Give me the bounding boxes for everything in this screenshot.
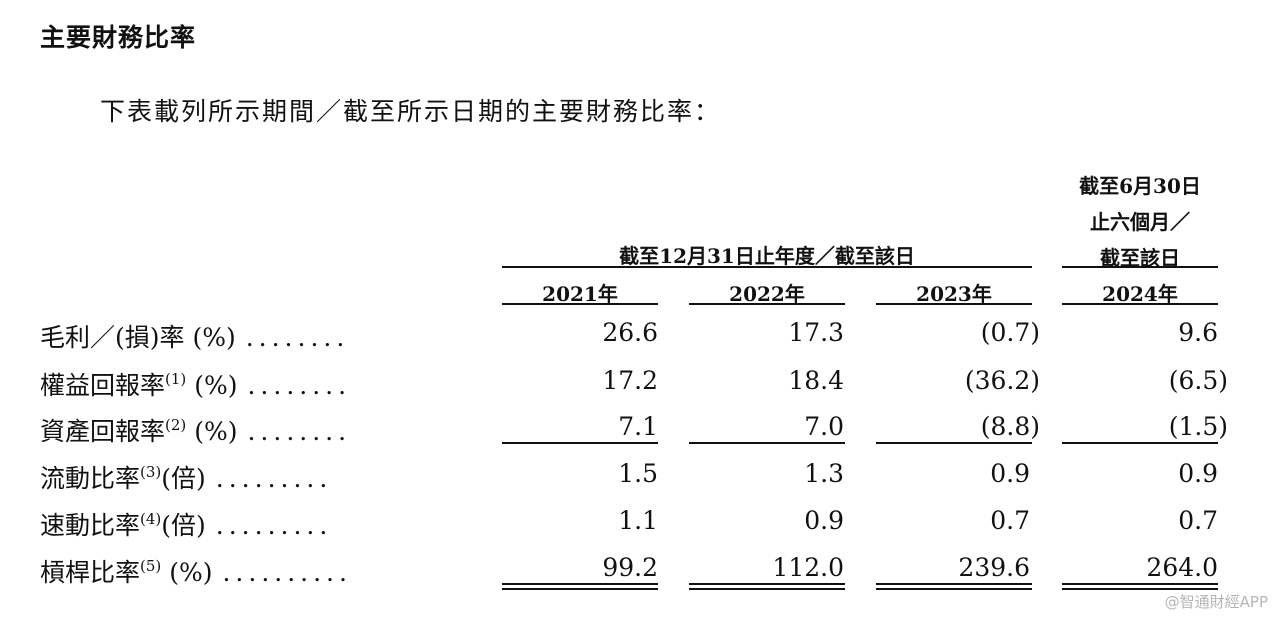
total-double-rule (502, 588, 658, 590)
footnote-ref: (5) (140, 557, 162, 575)
table-cell: (36.2) (964, 366, 1040, 395)
table-cell: 1.1 (618, 506, 658, 535)
table-cell: 1.5 (618, 459, 658, 488)
table-cell: 239.6 (958, 553, 1030, 582)
row-label-unit: (%) (186, 371, 238, 400)
year-rule (689, 303, 845, 305)
row-label-unit: (%) (186, 417, 238, 446)
leader-dots: .......... (222, 558, 352, 587)
table-cell: 0.9 (990, 459, 1030, 488)
total-double-rule (1062, 583, 1218, 585)
footnote-ref: (3) (140, 463, 162, 481)
six-month-header: 截至6月30日 止六個月／ 截至該日 (1062, 168, 1218, 276)
intro-text: 下表載列所示期間／截至所示日期的主要財務比率： (100, 97, 722, 126)
table-cell: 0.9 (1178, 459, 1218, 488)
total-double-rule (689, 588, 845, 590)
leader-dots: ........ (245, 323, 350, 352)
year-rule (876, 303, 1032, 305)
table-cell: 26.6 (602, 318, 658, 347)
leader-dots: ........ (247, 417, 352, 446)
row-label-roe: 權益回報率(1) (%)........ (40, 366, 351, 402)
row-label-current-ratio: 流動比率(3)(倍)......... (40, 459, 332, 495)
table-cell: 17.3 (788, 318, 844, 347)
subtotal-rule (502, 442, 658, 444)
six-month-header-line2: 止六個月／ (1090, 210, 1190, 234)
table-cell: 17.2 (602, 366, 658, 395)
row-label-gross-margin: 毛利／(損)率 (%)........ (40, 318, 349, 354)
year-rule (502, 303, 658, 305)
table-cell: (0.7) (980, 318, 1040, 347)
table-cell: 0.7 (1178, 506, 1218, 535)
row-label-unit: (%) (161, 558, 213, 587)
row-label-text: 流動比率 (40, 464, 141, 493)
row-label-text: 資產回報率 (40, 417, 166, 446)
row-label-quick-ratio: 速動比率(4)(倍)......... (40, 506, 332, 542)
table-cell: 1.3 (804, 459, 844, 488)
footnote-ref: (4) (140, 510, 162, 528)
total-double-rule (689, 583, 845, 585)
subtotal-rule (876, 442, 1032, 444)
total-double-rule (876, 583, 1032, 585)
footnote-ref: (2) (165, 416, 187, 434)
year-header-2022: 2022年 (729, 282, 805, 306)
table-cell: (6.5) (1168, 366, 1228, 395)
table-cell: 18.4 (788, 366, 844, 395)
leader-dots: ......... (215, 511, 333, 540)
footnote-ref: (1) (165, 370, 187, 388)
row-label-text: 毛利／(損)率 (%) (40, 323, 236, 352)
six-month-header-line1: 截至6月30日 (1079, 174, 1201, 198)
year-header-2023: 2023年 (916, 282, 992, 306)
row-label-roa: 資產回報率(2) (%)........ (40, 412, 351, 448)
table-cell: 99.2 (602, 553, 658, 582)
year-header-2024: 2024年 (1102, 282, 1178, 306)
year-group-header: 截至12月31日止年度／截至該日 (619, 244, 915, 268)
table-cell: (8.8) (980, 412, 1040, 441)
table-cell: (1.5) (1168, 412, 1228, 441)
row-label-unit: (倍) (161, 511, 206, 540)
table-cell: 7.0 (804, 412, 844, 441)
leader-dots: ........ (247, 371, 352, 400)
table-cell: 112.0 (772, 553, 844, 582)
year-header-2021: 2021年 (542, 282, 618, 306)
row-label-text: 權益回報率 (40, 371, 166, 400)
subtotal-rule (1062, 442, 1218, 444)
six-month-header-rule (1062, 266, 1218, 268)
row-label-text: 槓桿比率 (40, 558, 141, 587)
watermark: @智通財經APP (1164, 593, 1268, 611)
group-header-rule (502, 266, 1032, 268)
table-cell: 9.6 (1178, 318, 1218, 347)
section-heading: 主要財務比率 (40, 23, 197, 52)
total-double-rule (1062, 588, 1218, 590)
table-cell: 0.7 (990, 506, 1030, 535)
row-label-gearing-ratio: 槓桿比率(5) (%).......... (40, 553, 352, 589)
table-cell: 0.9 (804, 506, 844, 535)
subtotal-rule (689, 442, 845, 444)
total-double-rule (876, 588, 1032, 590)
six-month-header-line3: 截至該日 (1100, 246, 1180, 270)
row-label-text: 速動比率 (40, 511, 141, 540)
year-rule (1062, 303, 1218, 305)
table-cell: 7.1 (618, 412, 658, 441)
total-double-rule (502, 583, 658, 585)
row-label-unit: (倍) (161, 464, 206, 493)
leader-dots: ......... (215, 464, 333, 493)
table-cell: 264.0 (1146, 553, 1218, 582)
